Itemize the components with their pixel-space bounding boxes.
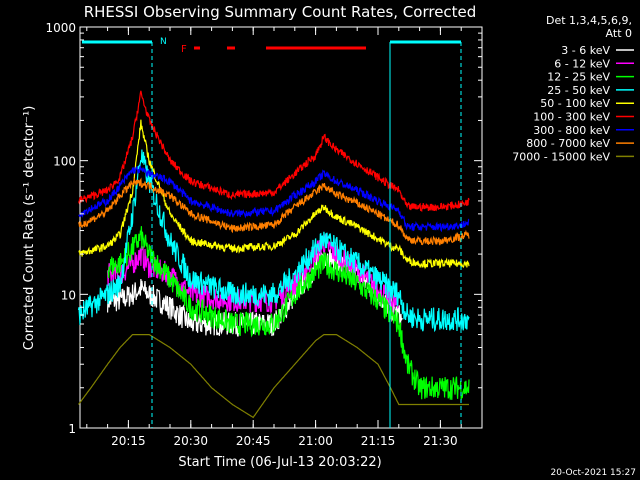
annotation-layer: NF [82, 37, 462, 428]
series-line-8 [78, 334, 469, 419]
y-tick-label: 10 [61, 288, 76, 302]
series-line-2 [107, 226, 470, 400]
legend-header-line: Det 1,3,4,5,6,9, [546, 14, 632, 27]
x-tick-label: 20:15 [111, 434, 146, 448]
series-line-5 [77, 90, 470, 213]
legend-header-line: Att 0 [606, 27, 632, 40]
y-tick-label: 1000 [45, 21, 76, 35]
legend-entry-label: 6 - 12 keV [554, 57, 610, 70]
x-tick-label: 21:15 [361, 434, 396, 448]
plot-area [79, 26, 483, 429]
y-axis-label: Corrected Count Rate (s⁻¹ detector⁻¹) [22, 106, 37, 351]
legend-entry-label: 3 - 6 keV [561, 44, 610, 57]
axes: 1 10 100 1000 20:15 20:30 20:45 21:00 21:15 21:30 [45, 21, 483, 448]
x-axis-label: Start Time (06-Jul-13 20:03:22) [178, 455, 381, 470]
x-tick-label: 20:30 [173, 434, 208, 448]
series-line-7 [77, 176, 470, 246]
y-tick-label: 100 [53, 155, 76, 169]
x-tick-label: 20:45 [236, 434, 271, 448]
legend-entry-label: 100 - 300 keV [533, 111, 610, 124]
plot-frame [79, 26, 483, 429]
flare-flag-label: F [181, 44, 187, 55]
chart-title: RHESSI Observing Summary Count Rates, Co… [84, 3, 477, 21]
x-tick-label: 21:00 [298, 434, 333, 448]
series-layer [77, 90, 470, 419]
y-tick-label: 1 [68, 422, 76, 436]
night-flag-label: N [160, 37, 167, 47]
legend-entry-label: 50 - 100 keV [540, 97, 610, 110]
x-tick-label: 21:30 [423, 434, 458, 448]
series-line-3 [77, 149, 470, 333]
legend-entry-label: 25 - 50 keV [547, 84, 610, 97]
legend-entry-label: 12 - 25 keV [547, 71, 610, 84]
legend-entry-label: 7000 - 15000 keV [512, 150, 610, 163]
series-line-6 [78, 165, 470, 233]
legend-entry-label: 800 - 7000 keV [526, 137, 610, 150]
series-line-4 [78, 119, 470, 270]
footer-timestamp: 20-Oct-2021 15:27 [551, 468, 636, 478]
legend-entry-label: 300 - 800 keV [533, 124, 610, 137]
